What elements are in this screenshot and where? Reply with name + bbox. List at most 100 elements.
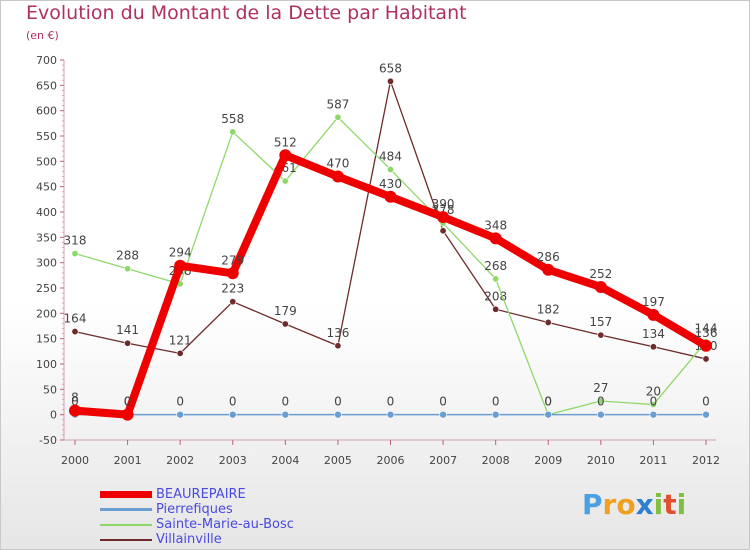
data-label-sainte-marie-au-bosc: 0	[544, 395, 552, 409]
data-point-sainte-marie-au-bosc	[229, 128, 237, 136]
x-tick-label: 2005	[324, 454, 352, 467]
data-label-beaurepaire: 512	[274, 135, 297, 149]
data-point-pierrefiques	[649, 410, 658, 419]
data-point-villainville	[176, 349, 184, 357]
legend-label: Pierrefiques	[156, 502, 233, 517]
data-point-beaurepaire	[279, 149, 292, 162]
data-label-sainte-marie-au-bosc: 288	[116, 249, 139, 263]
data-point-beaurepaire	[121, 408, 134, 421]
data-point-villainville	[439, 227, 447, 235]
logo-letter: i	[676, 488, 687, 521]
y-tick-label: 200	[36, 307, 57, 320]
data-point-beaurepaire	[331, 170, 344, 183]
data-point-pierrefiques	[228, 410, 237, 419]
data-label-sainte-marie-au-bosc: 318	[64, 234, 87, 248]
x-tick-label: 2012	[692, 454, 720, 467]
y-tick-label: 600	[36, 105, 57, 118]
data-label-beaurepaire: 390	[432, 197, 455, 211]
data-label-villainville: 141	[116, 323, 139, 337]
data-label-villainville: 134	[642, 327, 665, 341]
data-label-beaurepaire: 279	[221, 253, 244, 267]
data-point-pierrefiques	[176, 410, 184, 419]
data-label-pierrefiques: 0	[544, 395, 552, 409]
data-label-villainville: 164	[64, 312, 87, 326]
data-point-beaurepaire	[489, 232, 502, 245]
y-tick-label: 550	[36, 130, 57, 143]
data-point-pierrefiques	[544, 410, 553, 419]
logo-letter: i	[653, 488, 664, 521]
data-point-villainville	[544, 318, 552, 326]
data-label-pierrefiques: 0	[282, 395, 290, 409]
data-label-sainte-marie-au-bosc: 20	[646, 385, 661, 399]
data-point-beaurepaire	[594, 280, 607, 293]
data-point-villainville	[386, 77, 394, 85]
data-label-sainte-marie-au-bosc: 144	[695, 322, 718, 336]
data-label-sainte-marie-au-bosc: 587	[326, 97, 349, 111]
data-label-sainte-marie-au-bosc: 27	[593, 381, 608, 395]
legend-swatch	[100, 538, 152, 541]
data-point-beaurepaire	[437, 211, 450, 224]
data-point-beaurepaire	[384, 190, 397, 203]
logo-letter: r	[602, 488, 617, 521]
x-tick-label: 2008	[482, 454, 510, 467]
data-label-beaurepaire: 252	[589, 267, 612, 281]
data-label-pierrefiques: 0	[334, 395, 342, 409]
data-point-pierrefiques	[597, 410, 605, 419]
data-label-beaurepaire: 8	[71, 391, 79, 405]
data-label-pierrefiques: 0	[387, 395, 395, 409]
x-tick-label: 2001	[114, 454, 142, 467]
legend-label: Villainville	[156, 532, 222, 547]
data-label-villainville: 223	[221, 282, 244, 296]
data-point-sainte-marie-au-bosc	[649, 401, 657, 409]
data-label-beaurepaire: 197	[642, 295, 665, 309]
data-point-beaurepaire	[174, 259, 187, 272]
legend-item-sainte-marie-au-bosc: Sainte-Marie-au-Bosc	[100, 517, 294, 532]
x-tick-label: 2004	[271, 454, 299, 467]
data-label-pierrefiques: 0	[124, 395, 132, 409]
data-label-beaurepaire: 136	[695, 326, 718, 340]
legend-swatch	[100, 523, 152, 526]
legend-item-pierrefiques: Pierrefiques	[100, 502, 294, 517]
y-tick-label: 650	[36, 79, 57, 92]
data-label-beaurepaire: 470	[326, 157, 349, 171]
data-label-pierrefiques: 0	[229, 395, 237, 409]
x-tick-label: 2000	[61, 454, 89, 467]
data-label-villainville: 182	[537, 302, 560, 316]
data-point-beaurepaire	[69, 404, 81, 417]
data-point-villainville	[649, 343, 657, 351]
logo-letter: o	[616, 488, 636, 521]
data-label-pierrefiques: 0	[492, 395, 500, 409]
data-point-villainville	[702, 355, 710, 363]
data-label-villainville: 121	[169, 333, 192, 347]
data-label-sainte-marie-au-bosc: 558	[221, 112, 244, 126]
x-tick-label: 2010	[587, 454, 615, 467]
data-point-sainte-marie-au-bosc	[281, 177, 289, 185]
data-point-villainville	[334, 342, 342, 350]
legend-label: BEAUREPAIRE	[156, 487, 246, 502]
data-point-villainville	[597, 331, 605, 339]
data-point-villainville	[124, 339, 132, 347]
data-label-beaurepaire: 430	[379, 177, 402, 191]
y-tick-label: 500	[36, 155, 57, 168]
data-point-pierrefiques	[281, 410, 290, 419]
data-label-villainville: 157	[589, 315, 612, 329]
y-tick-label: 50	[43, 383, 57, 396]
data-label-pierrefiques: 0	[702, 395, 710, 409]
data-point-sainte-marie-au-bosc	[492, 275, 500, 283]
chart-title: Evolution du Montant de la Dette par Hab…	[26, 2, 467, 24]
data-label-pierrefiques: 0	[439, 395, 447, 409]
x-tick-label: 2011	[639, 454, 667, 467]
data-label-sainte-marie-au-bosc: 484	[379, 149, 402, 163]
legend-label: Sainte-Marie-au-Bosc	[156, 517, 294, 532]
x-tick-label: 2009	[534, 454, 562, 467]
data-label-beaurepaire: 348	[484, 218, 507, 232]
y-tick-label: 700	[36, 54, 57, 67]
data-point-beaurepaire	[700, 339, 712, 352]
chart-subtitle: (en €)	[26, 29, 59, 42]
data-point-villainville	[229, 298, 237, 306]
x-tick-label: 2007	[429, 454, 457, 467]
data-point-sainte-marie-au-bosc	[124, 265, 132, 273]
proxiti-logo: Proxiti	[582, 488, 686, 521]
